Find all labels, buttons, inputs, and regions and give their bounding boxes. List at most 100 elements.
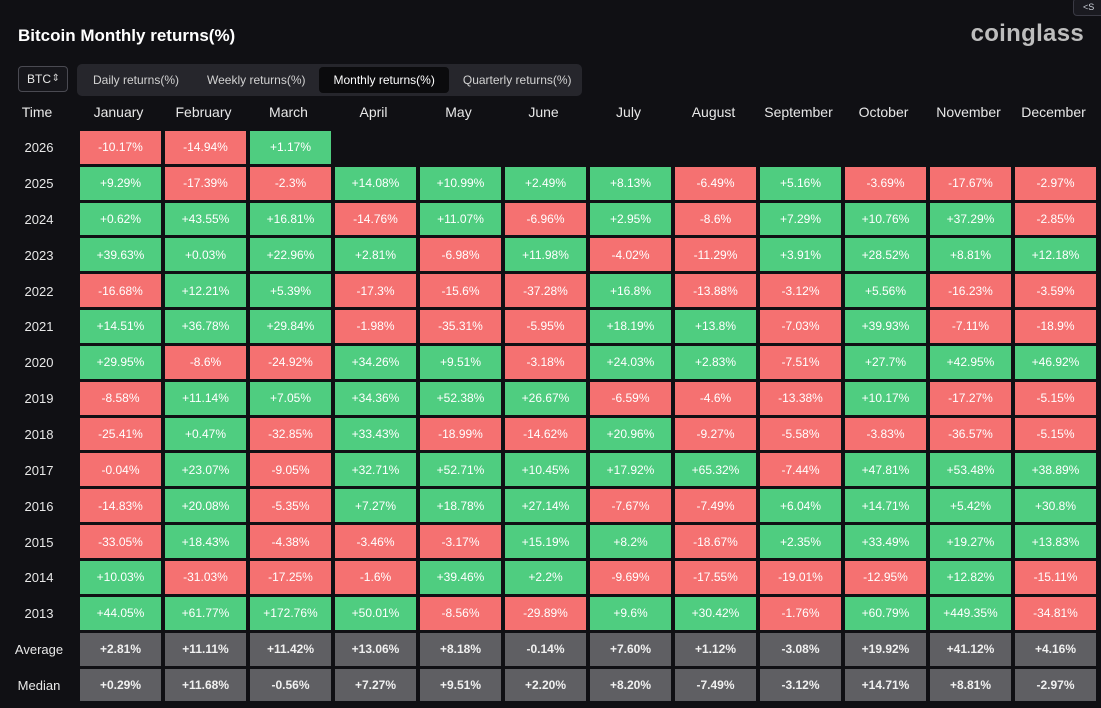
stat-cell: +2.20% [505, 668, 586, 702]
share-button[interactable]: <S [1073, 0, 1101, 16]
return-cell: +46.92% [1015, 345, 1096, 379]
stat-row-label: Median [17, 677, 61, 693]
return-cell: -14.94% [165, 130, 246, 164]
returns-period-tabs: Daily returns(%) Weekly returns(%) Month… [77, 64, 582, 96]
return-cell: +12.82% [930, 560, 1011, 594]
return-cell: -3.18% [505, 345, 586, 379]
column-header-month: August [691, 103, 736, 120]
column-header-month: March [269, 103, 308, 120]
column-header-month: June [528, 103, 559, 120]
return-cell: -0.04% [80, 453, 161, 487]
return-cell: +13.8% [675, 310, 756, 343]
tab-daily-returns[interactable]: Daily returns(%) [93, 73, 180, 87]
empty-cell [930, 131, 1011, 164]
stat-cell: -3.08% [760, 632, 841, 666]
stat-cell: +2.81% [80, 632, 161, 666]
return-cell: +18.78% [420, 489, 501, 523]
monthly-returns-table: Time January February March April May June July… [0, 94, 1098, 703]
return-cell: +7.05% [250, 381, 331, 415]
return-cell: -9.05% [250, 453, 331, 487]
empty-cell [1015, 131, 1096, 164]
return-cell: -15.11% [1015, 560, 1096, 594]
return-cell: -33.05% [80, 525, 161, 558]
year-label: 2018 [24, 427, 54, 443]
tab-monthly-returns[interactable]: Monthly returns(%) [319, 67, 449, 93]
stat-cell: +8.81% [930, 668, 1011, 702]
return-cell: +7.29% [760, 202, 841, 236]
return-cell: +43.55% [165, 202, 246, 236]
return-cell: +60.79% [845, 596, 926, 630]
chevron-updown-icon: ⇕ [51, 73, 60, 84]
stat-cell: -0.56% [250, 668, 331, 702]
column-header-month: February [175, 103, 232, 120]
empty-cell [845, 131, 926, 164]
return-cell: +14.71% [845, 489, 926, 523]
return-cell: +39.63% [80, 238, 161, 272]
return-cell: -31.03% [165, 560, 246, 594]
return-cell: -11.29% [675, 238, 756, 272]
return-cell: +10.99% [420, 166, 501, 200]
return-cell: +18.19% [590, 310, 671, 343]
return-cell: +172.76% [250, 596, 331, 630]
return-cell: -8.6% [675, 202, 756, 236]
return-cell: +36.78% [165, 310, 246, 343]
return-cell: +16.8% [590, 274, 671, 308]
return-cell: +10.76% [845, 202, 926, 236]
share-icon: < [1083, 2, 1089, 12]
return-cell: +5.16% [760, 166, 841, 200]
column-header-month: April [359, 103, 388, 120]
column-header-month: May [445, 103, 472, 120]
stat-cell: -7.49% [675, 668, 756, 702]
return-cell: +2.2% [505, 560, 586, 594]
return-cell: -13.88% [675, 274, 756, 308]
year-label: 2015 [24, 534, 54, 550]
return-cell: +11.14% [165, 381, 246, 415]
return-cell: +34.26% [335, 345, 416, 379]
stat-cell: +8.20% [590, 668, 671, 702]
empty-cell [760, 131, 841, 164]
return-cell: -4.02% [590, 238, 671, 272]
return-cell: -3.17% [420, 525, 501, 558]
return-cell: +39.93% [845, 310, 926, 343]
column-header-month: January [93, 103, 144, 120]
return-cell: +12.21% [165, 274, 246, 308]
tab-weekly-returns[interactable]: Weekly returns(%) [207, 73, 306, 87]
return-cell: +9.6% [590, 596, 671, 630]
return-cell: +14.08% [335, 166, 416, 200]
stat-cell: +11.68% [165, 668, 246, 702]
return-cell: -9.69% [590, 560, 671, 594]
return-cell: +16.81% [250, 202, 331, 236]
return-cell: +65.32% [675, 453, 756, 487]
return-cell: +23.07% [165, 453, 246, 487]
year-label: 2021 [24, 319, 54, 335]
stat-cell: -0.14% [505, 632, 586, 666]
return-cell: -8.6% [165, 345, 246, 379]
empty-cell [335, 131, 416, 164]
return-cell: +34.36% [335, 381, 416, 415]
stat-cell: +41.12% [930, 632, 1011, 666]
empty-cell [420, 131, 501, 164]
return-cell: -7.44% [760, 453, 841, 487]
return-cell: +20.08% [165, 489, 246, 523]
return-cell: +53.48% [930, 453, 1011, 487]
return-cell: +9.51% [420, 345, 501, 379]
tab-quarterly-returns[interactable]: Quarterly returns(%) [462, 73, 572, 87]
return-cell: -19.01% [760, 560, 841, 594]
return-cell: -5.15% [1015, 417, 1096, 451]
stat-cell: +1.12% [675, 632, 756, 666]
return-cell: -10.17% [80, 130, 161, 164]
return-cell: -14.62% [505, 417, 586, 451]
page-title: Bitcoin Monthly returns(%) [18, 26, 236, 45]
return-cell: +61.77% [165, 596, 246, 630]
return-cell: +8.81% [930, 238, 1011, 272]
stat-cell: +11.11% [165, 632, 246, 666]
return-cell: -34.81% [1015, 596, 1096, 630]
return-cell: +12.18% [1015, 238, 1096, 272]
return-cell: +0.47% [165, 417, 246, 451]
return-cell: -3.83% [845, 417, 926, 451]
coin-select[interactable]: BTC ⇕ [18, 66, 68, 92]
return-cell: +17.92% [590, 453, 671, 487]
return-cell: -18.67% [675, 525, 756, 558]
return-cell: +9.29% [80, 166, 161, 200]
return-cell: +33.43% [335, 417, 416, 451]
